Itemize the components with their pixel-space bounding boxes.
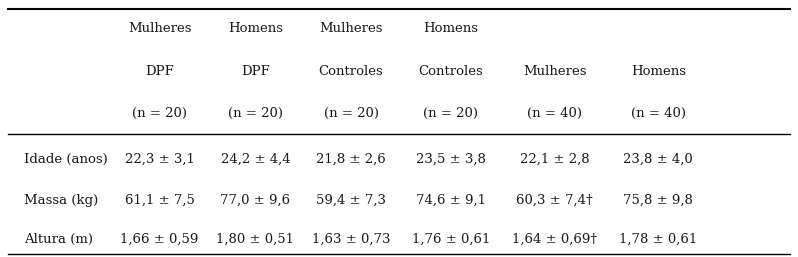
Text: (n = 20): (n = 20) <box>424 107 478 120</box>
Text: Mulheres: Mulheres <box>319 22 383 35</box>
Text: 23,8 ± 4,0: 23,8 ± 4,0 <box>623 153 693 166</box>
Text: 24,2 ± 4,4: 24,2 ± 4,4 <box>220 153 290 166</box>
Text: 75,8 ± 9,8: 75,8 ± 9,8 <box>623 194 693 207</box>
Text: Mulheres: Mulheres <box>523 66 587 78</box>
Text: (n = 40): (n = 40) <box>527 107 582 120</box>
Text: Mulheres: Mulheres <box>128 22 192 35</box>
Text: Homens: Homens <box>424 22 478 35</box>
Text: DPF: DPF <box>145 66 174 78</box>
Text: (n = 40): (n = 40) <box>631 107 685 120</box>
Text: (n = 20): (n = 20) <box>228 107 282 120</box>
Text: 23,5 ± 3,8: 23,5 ± 3,8 <box>416 153 486 166</box>
Text: Massa (kg): Massa (kg) <box>24 194 98 207</box>
Text: 74,6 ± 9,1: 74,6 ± 9,1 <box>416 194 486 207</box>
Text: (n = 20): (n = 20) <box>132 107 187 120</box>
Text: 1,66 ± 0,59: 1,66 ± 0,59 <box>120 233 199 245</box>
Text: 60,3 ± 7,4†: 60,3 ± 7,4† <box>516 194 593 207</box>
Text: 1,64 ± 0,69†: 1,64 ± 0,69† <box>512 233 597 245</box>
Text: 22,3 ± 3,1: 22,3 ± 3,1 <box>124 153 195 166</box>
Text: 1,63 ± 0,73: 1,63 ± 0,73 <box>312 233 390 245</box>
Text: Controles: Controles <box>418 66 484 78</box>
Text: Altura (m): Altura (m) <box>24 233 93 245</box>
Text: (n = 20): (n = 20) <box>324 107 378 120</box>
Text: Controles: Controles <box>318 66 384 78</box>
Text: 61,1 ± 7,5: 61,1 ± 7,5 <box>124 194 195 207</box>
Text: Idade (anos): Idade (anos) <box>24 153 108 166</box>
Text: 21,8 ± 2,6: 21,8 ± 2,6 <box>316 153 386 166</box>
Text: Homens: Homens <box>228 22 282 35</box>
Text: 1,78 ± 0,61: 1,78 ± 0,61 <box>619 233 697 245</box>
Text: 77,0 ± 9,6: 77,0 ± 9,6 <box>220 194 290 207</box>
Text: DPF: DPF <box>241 66 270 78</box>
Text: 1,76 ± 0,61: 1,76 ± 0,61 <box>412 233 490 245</box>
Text: 22,1 ± 2,8: 22,1 ± 2,8 <box>519 153 590 166</box>
Text: 59,4 ± 7,3: 59,4 ± 7,3 <box>316 194 386 207</box>
Text: 1,80 ± 0,51: 1,80 ± 0,51 <box>216 233 294 245</box>
Text: Homens: Homens <box>631 66 685 78</box>
